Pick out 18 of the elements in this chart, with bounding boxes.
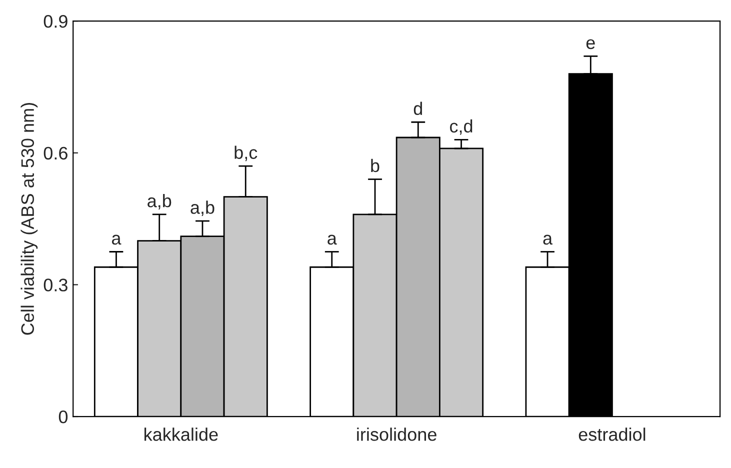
x-tick-label: kakkalide bbox=[144, 428, 218, 441]
data-label: b bbox=[371, 158, 380, 172]
y-tick-label: 0.6 bbox=[44, 146, 68, 160]
data-label: a bbox=[543, 234, 553, 245]
y-tick-label: 0.9 bbox=[44, 14, 68, 28]
y-axis-title: Cell viability (ABS at 530 nm) bbox=[20, 103, 38, 335]
data-label: d bbox=[414, 102, 422, 116]
y-tick-label: 0 bbox=[58, 410, 68, 424]
data-label: e bbox=[586, 39, 595, 50]
data-label: a bbox=[328, 234, 337, 245]
data-label: a bbox=[112, 234, 122, 245]
data-label: a,b bbox=[148, 194, 172, 210]
data-label: c,d bbox=[450, 119, 472, 135]
x-tick-label: irisolidone bbox=[357, 428, 436, 441]
data-label: a,b bbox=[190, 200, 214, 216]
y-tick-label: 0.3 bbox=[44, 278, 68, 292]
x-tick-label: estradiol bbox=[578, 428, 646, 441]
data-label: b,c bbox=[234, 146, 258, 162]
